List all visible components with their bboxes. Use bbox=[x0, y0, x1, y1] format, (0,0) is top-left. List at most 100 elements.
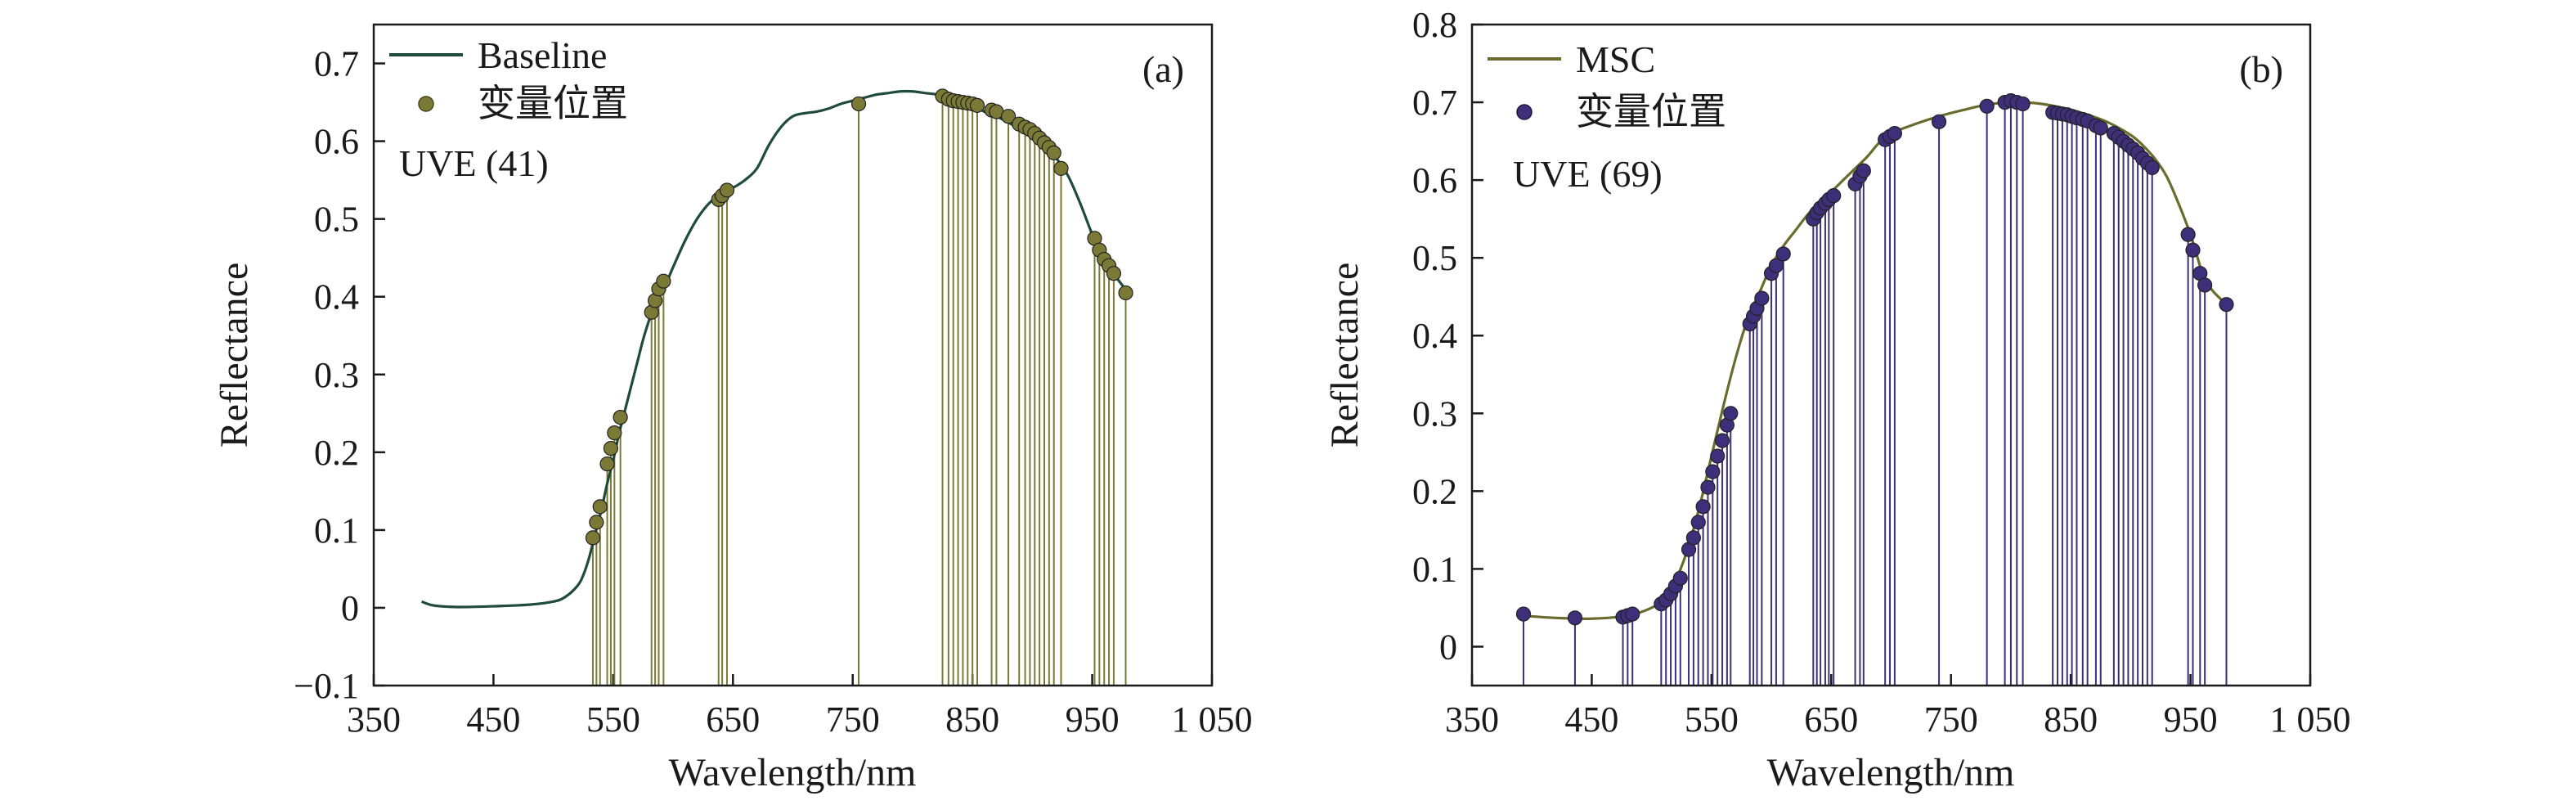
panel-a-x-tick-label: 1 050 bbox=[1172, 699, 1253, 740]
panel-b-variable-marker bbox=[1685, 530, 1701, 546]
panel-b-x-tick-label: 650 bbox=[1804, 699, 1858, 740]
panel-b-variable-marker bbox=[1515, 606, 1532, 622]
panel-b-y-tick-label: 0.5 bbox=[1412, 238, 1457, 278]
panel-b-method-label: UVE (69) bbox=[1513, 153, 1663, 195]
panel-b-variable-marker bbox=[1695, 499, 1711, 515]
panel-b-y-tick-label: 0.7 bbox=[1412, 83, 1457, 123]
panel-b-y-tick-label: 0.2 bbox=[1412, 471, 1457, 511]
panel-b-variable-marker bbox=[2144, 160, 2160, 176]
panel-a-variable-marker bbox=[1106, 266, 1122, 281]
panel-b-legend: MSC 变量位置 bbox=[1488, 38, 1726, 133]
panel-a-y-tick-label: 0.4 bbox=[314, 277, 359, 317]
panel-b: 350 450 550 650 750 850 950 1 050 0 0.1 0.2 0.3 0.4 0… bbox=[1323, 5, 2351, 794]
panel-b-variable-marker bbox=[1775, 246, 1791, 262]
panel-b-variable-marker bbox=[2197, 277, 2213, 293]
panel-a-variable-marker bbox=[1053, 160, 1069, 176]
panel-a-stems bbox=[591, 96, 1127, 686]
panel-a: 350 450 550 650 750 850 950 1 050 −0.1 0 0.1 0.2 0.3… bbox=[213, 23, 1253, 794]
panel-b-variable-marker bbox=[1672, 570, 1688, 586]
panel-a-y-tick-label: 0.3 bbox=[314, 355, 359, 395]
panel-a-markers bbox=[585, 88, 1133, 546]
panel-b-variable-marker bbox=[1714, 433, 1730, 448]
panel-b-legend-marker-swatch bbox=[1516, 104, 1533, 120]
panel-b-variable-marker bbox=[2180, 227, 2196, 242]
panel-a-legend-line-label: Baseline bbox=[478, 34, 607, 76]
panel-a-plot-frame bbox=[372, 23, 1214, 687]
panel-a-variable-marker bbox=[603, 440, 619, 456]
panel-a-y-tick-label: −0.1 bbox=[294, 666, 359, 706]
panel-a-variable-marker bbox=[613, 409, 628, 425]
panel-b-x-tick-label: 450 bbox=[1564, 699, 1618, 740]
panel-a-variable-marker bbox=[585, 530, 601, 546]
panel-b-variable-marker bbox=[1826, 188, 1842, 204]
panel-a-ticks: 350 450 550 650 750 850 950 1 050 −0.1 0 0.1 0.2 0.3… bbox=[294, 44, 1252, 740]
panel-b-variable-marker bbox=[1931, 114, 1947, 129]
panel-b-y-tick-label: 0.6 bbox=[1412, 160, 1457, 200]
panel-a-variable-marker bbox=[589, 515, 604, 530]
panel-b-variable-marker bbox=[2015, 96, 2031, 112]
panel-b-y-axis-label: Reflectance bbox=[1323, 263, 1367, 448]
panel-a-x-axis-label: Wavelength/nm bbox=[669, 751, 917, 794]
panel-a-legend: Baseline 变量位置 bbox=[389, 34, 628, 124]
panel-b-x-tick-label: 850 bbox=[2044, 699, 2098, 740]
panel-b-y-tick-label: 0.1 bbox=[1412, 549, 1457, 589]
panel-b-variable-marker bbox=[1754, 290, 1770, 306]
panel-a-variable-marker bbox=[607, 425, 622, 441]
panel-b-variable-marker bbox=[1690, 515, 1706, 530]
panel-b-variable-marker bbox=[2093, 120, 2108, 136]
panel-b-markers bbox=[1515, 93, 2234, 626]
panel-a-y-tick-label: 0.6 bbox=[314, 122, 359, 162]
panel-a-x-tick-label: 650 bbox=[706, 699, 760, 740]
panel-b-variable-marker bbox=[1887, 125, 1902, 142]
panel-b-legend-marker-label: 变量位置 bbox=[1576, 91, 1726, 133]
panel-a-y-tick-label: 0.1 bbox=[314, 510, 359, 551]
panel-a-x-tick-label: 850 bbox=[945, 699, 999, 740]
panel-b-variable-marker bbox=[1979, 98, 1995, 114]
panel-b-x-tick-label: 550 bbox=[1685, 699, 1739, 740]
panel-a-y-tick-label: 0.2 bbox=[314, 433, 359, 473]
panel-b-variable-marker bbox=[1723, 406, 1739, 421]
panel-a-x-tick-label: 750 bbox=[826, 699, 880, 740]
panel-a-x-tick-label: 450 bbox=[466, 699, 520, 740]
panel-b-y-tick-label: 0.8 bbox=[1412, 5, 1457, 45]
panel-b-variable-marker bbox=[2219, 297, 2234, 313]
panel-a-variable-marker bbox=[1118, 285, 1133, 301]
panel-b-y-tick-label: 0.3 bbox=[1412, 394, 1457, 434]
panel-a-variable-marker bbox=[1000, 109, 1016, 124]
panel-b-variable-marker bbox=[1705, 464, 1721, 479]
panel-b-variable-marker bbox=[1710, 448, 1726, 464]
panel-b-variable-marker bbox=[1625, 606, 1640, 622]
panel-a-variable-marker bbox=[592, 499, 608, 515]
panel-a-y-axis-label: Reflectance bbox=[213, 263, 256, 448]
panel-a-variable-marker bbox=[719, 182, 735, 198]
panel-a-x-tick-label: 950 bbox=[1066, 699, 1120, 740]
panel-b-panel-label: (b) bbox=[2239, 48, 2283, 90]
panel-b-variable-marker bbox=[1768, 258, 1784, 273]
panel-b-legend-line-label: MSC bbox=[1576, 38, 1655, 80]
panel-b-plot-frame bbox=[1470, 23, 2312, 687]
panel-b-variable-marker bbox=[1700, 479, 1716, 495]
panel-a-variable-marker bbox=[850, 96, 867, 112]
panel-a-legend-marker-swatch bbox=[418, 96, 434, 112]
panel-b-variable-marker bbox=[1567, 610, 1583, 626]
panel-a-panel-label: (a) bbox=[1142, 48, 1184, 90]
panel-b-y-tick-label: 0 bbox=[1439, 627, 1457, 667]
panel-b-ticks: 350 450 550 650 750 850 950 1 050 0 0.1 0.2 0.3 0.4 0… bbox=[1412, 5, 2351, 740]
panel-b-x-tick-label: 1 050 bbox=[2270, 699, 2351, 740]
panel-a-y-tick-label: 0.7 bbox=[314, 44, 359, 84]
panel-b-y-tick-label: 0.4 bbox=[1412, 316, 1457, 356]
panel-b-x-tick-label: 350 bbox=[1445, 699, 1499, 740]
panel-a-x-tick-label: 550 bbox=[586, 699, 640, 740]
panel-b-x-axis-label: Wavelength/nm bbox=[1767, 751, 2015, 794]
panel-b-stems bbox=[1522, 101, 2228, 686]
panel-b-x-tick-label: 950 bbox=[2164, 699, 2218, 740]
panel-a-x-tick-label: 350 bbox=[347, 699, 401, 740]
panel-a-variable-marker bbox=[656, 273, 671, 289]
panel-b-x-tick-label: 750 bbox=[1924, 699, 1978, 740]
panel-a-y-tick-label: 0.5 bbox=[314, 200, 359, 240]
panel-a-variable-marker bbox=[969, 97, 985, 113]
panel-b-variable-marker bbox=[1856, 163, 1871, 178]
panel-a-variable-marker bbox=[599, 456, 615, 472]
panel-a-legend-marker-label: 变量位置 bbox=[478, 83, 628, 124]
